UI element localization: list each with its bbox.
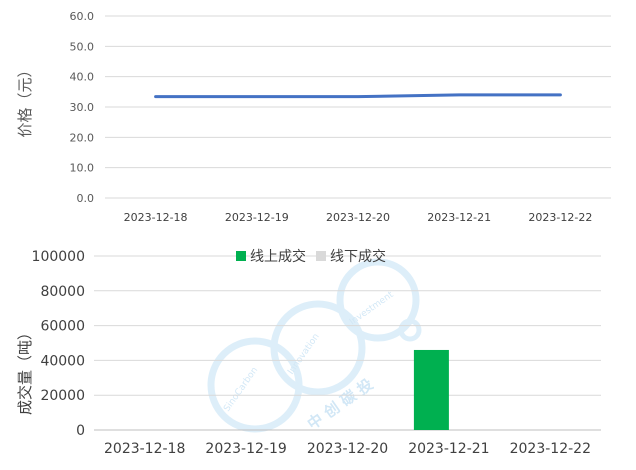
price-series-line [156,95,561,97]
price-y-tick-label: 10.0 [70,162,95,175]
volume-y-tick-label: 20000 [40,388,85,404]
legend-swatch [236,251,246,261]
price-y-tick-label: 30.0 [70,101,95,114]
price-y-tick-label: 40.0 [70,71,95,84]
volume-x-tick-label: 2023-12-21 [408,441,489,457]
legend-label: 线下成交 [330,248,386,265]
volume-x-tick-label: 2023-12-18 [104,441,185,457]
volume-y-tick-label: 0 [76,423,85,439]
price-y-tick-label: 50.0 [70,40,95,53]
legend-label: 线上成交 [250,248,306,265]
watermark-text-left: SinoCarbon [222,366,260,414]
volume-x-tick-label: 2023-12-22 [510,441,591,457]
price-x-tick-label: 2023-12-20 [326,211,390,224]
price-x-tick-label: 2023-12-18 [124,211,188,224]
price-x-tick-labels: 2023-12-18 2023-12-19 2023-12-20 2023-12-21… [124,211,593,224]
watermark-logo: SinoCarbon Innovation Investment 中 创 碳 投 [211,262,419,433]
price-series [156,95,561,97]
price-x-tick-label: 2023-12-21 [427,211,491,224]
watermark-ring-left [211,341,299,429]
price-y-tick-label: 20.0 [70,131,95,144]
watermark-text-right: Investment [348,290,396,328]
volume-bar-online [414,350,449,430]
price-gridlines [105,16,611,198]
volume-x-tick-label: 2023-12-19 [205,441,286,457]
legend-swatch [316,251,326,261]
volume-x-tick-label: 2023-12-20 [307,441,388,457]
volume-x-tick-labels: 2023-12-18 2023-12-19 2023-12-20 2023-12-21… [104,441,591,457]
price-y-tick-label: 0.0 [77,192,95,205]
volume-y-tick-label: 60000 [40,319,85,335]
price-x-tick-label: 2023-12-19 [225,211,289,224]
volume-y-tick-label: 100000 [32,249,85,265]
volume-y-tick-labels: 100000 80000 60000 40000 20000 0 [32,249,85,439]
volume-y-tick-label: 80000 [40,284,85,300]
watermark-ring-middle [274,304,362,392]
price-y-axis-label: 价格（元） [16,62,34,137]
price-x-tick-label: 2023-12-22 [528,211,592,224]
price-y-tick-label: 60.0 [70,10,95,23]
volume-bars [414,350,449,430]
price-y-tick-labels: 60.0 50.0 40.0 30.0 20.0 10.0 0.0 [70,10,95,205]
watermark-text-middle: Innovation [286,332,322,377]
volume-y-axis-label: 成交量（吨） [16,325,34,415]
volume-y-tick-label: 40000 [40,353,85,369]
